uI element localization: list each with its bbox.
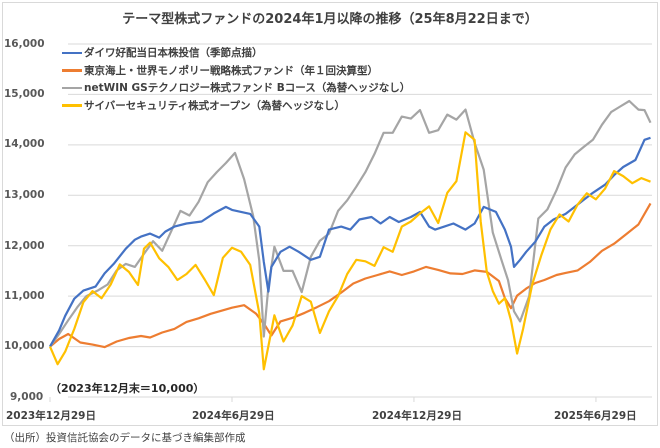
legend-item: サイバーセキュリティ株式オープン（為替ヘッジなし） <box>62 97 410 115</box>
legend-swatch <box>62 86 82 89</box>
legend-swatch <box>62 51 82 54</box>
series-line-0 <box>49 136 651 348</box>
source-note: （出所）投資信託協会のデータに基づき編集部作成 <box>4 432 246 444</box>
y-tick-label: 13,000 <box>4 189 45 201</box>
y-tick-label: 10,000 <box>4 340 45 352</box>
legend-item: ダイワ好配当日本株投信（季節点描） <box>62 44 410 62</box>
x-tick-label: 2024年12月29日 <box>372 410 462 422</box>
legend-label: ダイワ好配当日本株投信（季節点描） <box>84 47 263 60</box>
legend-label: netWIN GSテクノロジー株式ファンド Bコース（為替ヘッジなし） <box>84 82 411 95</box>
series-line-2 <box>49 99 652 348</box>
series-line-3 <box>48 131 651 371</box>
y-tick-label: 16,000 <box>4 38 45 50</box>
legend-label: サイバーセキュリティ株式オープン（為替ヘッジなし） <box>84 99 346 112</box>
y-tick-label: 12,000 <box>4 240 45 252</box>
y-tick-label: 15,000 <box>4 88 45 100</box>
legend-label: 東京海上・世界モノポリー戦略株式ファンド（年１回決算型） <box>84 64 378 77</box>
legend: ダイワ好配当日本株投信（季節点描） 東京海上・世界モノポリー戦略株式ファンド（年… <box>62 44 410 114</box>
chart-frame <box>2 2 658 426</box>
y-tick-label: 11,000 <box>4 290 45 302</box>
base-annotation: （2023年12月末＝10,000） <box>50 382 205 395</box>
y-tick-label: 9,000 <box>10 391 44 403</box>
chart-title: テーマ型株式ファンドの2024年1月以降の推移（25年8月22日まで） <box>122 12 538 27</box>
x-tick-label: 2025年6月29日 <box>554 410 637 422</box>
x-tick-label: 2023年12月29日 <box>6 410 96 422</box>
y-tick-label: 14,000 <box>4 138 45 150</box>
series-line-1 <box>49 202 652 349</box>
legend-swatch <box>62 69 82 72</box>
legend-item: 東京海上・世界モノポリー戦略株式ファンド（年１回決算型） <box>62 62 410 80</box>
x-tick-label: 2024年6月29日 <box>192 410 275 422</box>
legend-item: netWIN GSテクノロジー株式ファンド Bコース（為替ヘッジなし） <box>62 79 410 97</box>
legend-swatch <box>62 104 82 107</box>
